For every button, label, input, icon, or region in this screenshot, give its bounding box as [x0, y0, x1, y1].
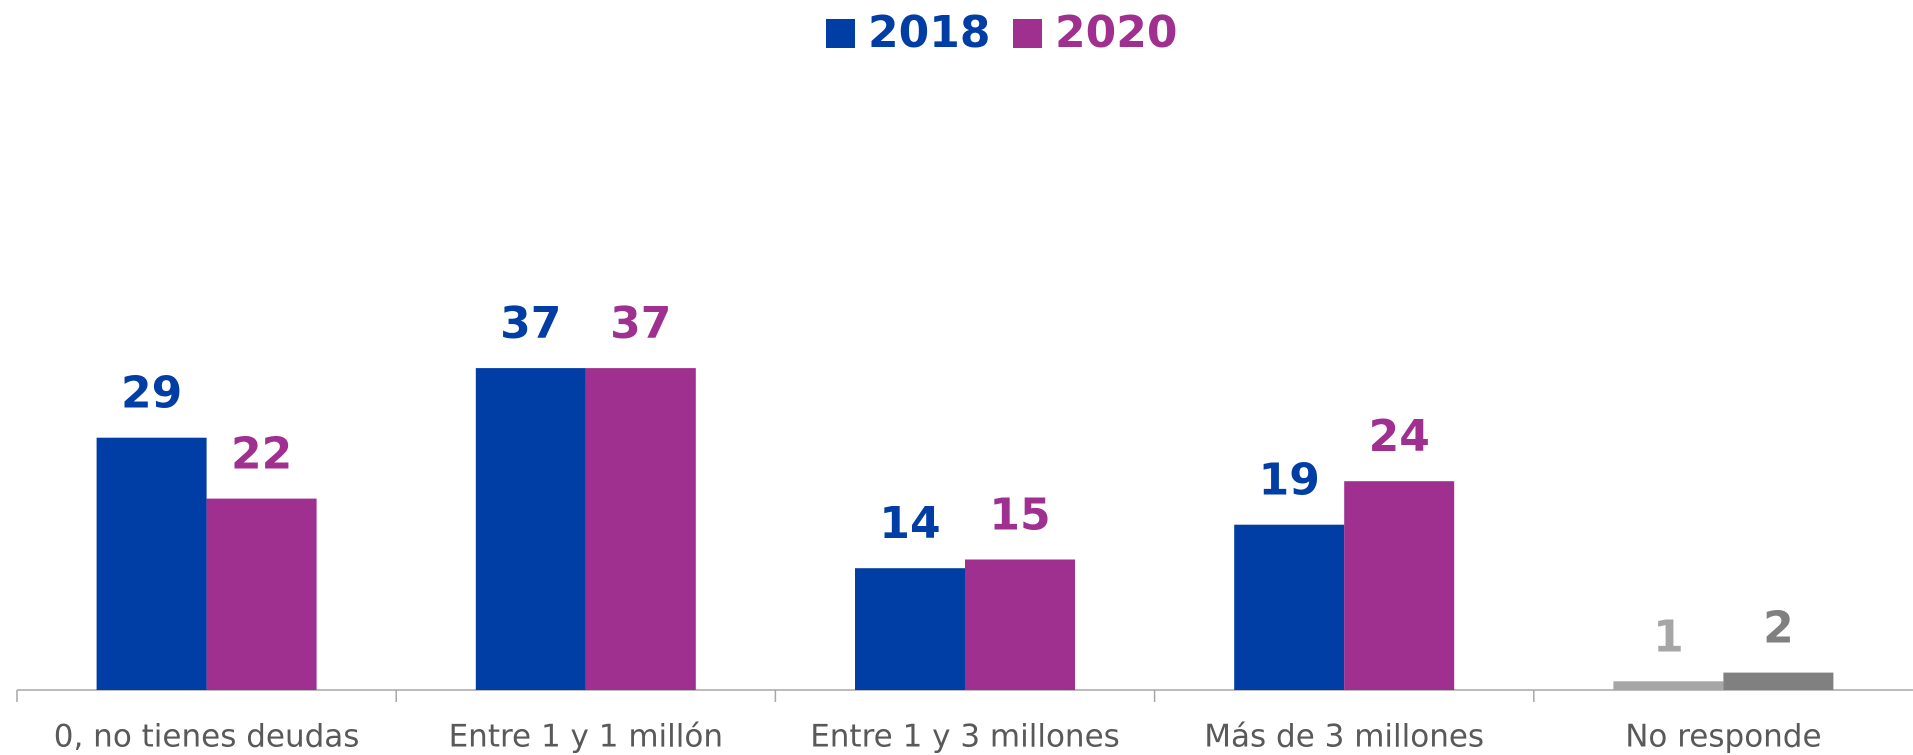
legend-label: 2020	[1055, 7, 1177, 58]
bar	[585, 368, 696, 690]
legend-label: 2018	[868, 7, 990, 58]
data-label: 2	[1763, 603, 1794, 654]
bar	[1344, 481, 1455, 690]
data-label: 37	[610, 298, 671, 349]
data-label: 1	[1653, 611, 1684, 662]
data-label: 15	[989, 490, 1050, 541]
bar	[96, 437, 207, 690]
x-tick-label: 0, no tienes deudas	[54, 719, 360, 755]
bar	[206, 498, 317, 690]
data-label: 37	[500, 298, 561, 349]
bar	[475, 368, 586, 690]
bar	[1723, 672, 1834, 690]
data-label: 29	[121, 368, 182, 419]
data-label: 22	[231, 429, 292, 480]
x-tick-label: Más de 3 millones	[1204, 719, 1484, 755]
bar	[1613, 681, 1724, 690]
x-tick-label: Entre 1 y 1 millón	[449, 719, 723, 755]
bar	[1234, 524, 1345, 690]
legend-swatch	[826, 19, 855, 48]
x-tick-label: Entre 1 y 3 millones	[810, 719, 1120, 755]
data-label: 19	[1259, 455, 1320, 506]
bar	[855, 568, 965, 690]
data-label: 14	[879, 498, 940, 549]
x-tick-label: No responde	[1625, 719, 1821, 755]
data-label: 24	[1369, 411, 1430, 462]
bar	[965, 559, 1075, 690]
legend-swatch	[1013, 19, 1042, 48]
